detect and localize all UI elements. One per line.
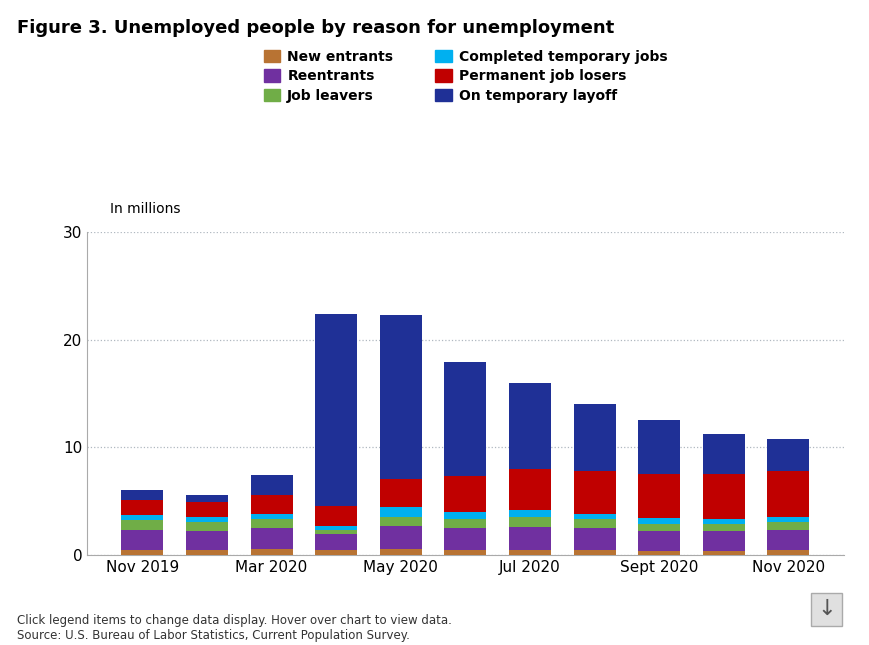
Bar (122, 530, 163, 550)
Bar (444, 362, 486, 476)
Bar (122, 490, 163, 500)
Bar (444, 511, 486, 519)
Bar (315, 550, 357, 555)
Bar (702, 531, 744, 551)
Bar (380, 526, 421, 550)
Bar (186, 502, 228, 517)
Bar (122, 550, 163, 555)
Bar (315, 534, 357, 550)
Bar (250, 495, 292, 514)
Bar (508, 510, 550, 517)
Bar (186, 531, 228, 550)
Bar (508, 469, 550, 510)
Bar (508, 527, 550, 550)
Bar (702, 524, 744, 531)
Bar (250, 514, 292, 519)
Bar (444, 476, 486, 511)
Bar (380, 508, 421, 517)
Bar (186, 495, 228, 502)
Bar (444, 519, 486, 528)
Text: Click legend items to change data display. Hover over chart to view data.
Source: Click legend items to change data displa… (17, 614, 452, 642)
Bar (766, 522, 808, 530)
Text: ↓: ↓ (816, 599, 835, 619)
Bar (250, 519, 292, 528)
Bar (250, 475, 292, 495)
Bar (122, 515, 163, 521)
Bar (573, 519, 615, 528)
Bar (638, 421, 680, 474)
Bar (573, 550, 615, 555)
Bar (508, 550, 550, 555)
Bar (186, 522, 228, 531)
Bar (380, 315, 421, 479)
Bar (702, 519, 744, 524)
Bar (444, 528, 486, 550)
Bar (573, 471, 615, 514)
Bar (638, 518, 680, 524)
Bar (380, 517, 421, 526)
Bar (315, 526, 357, 530)
Bar (573, 528, 615, 550)
Bar (315, 530, 357, 534)
Bar (315, 506, 357, 526)
Bar (766, 439, 808, 471)
Bar (250, 528, 292, 550)
Bar (766, 471, 808, 517)
Bar (122, 500, 163, 515)
Bar (315, 314, 357, 506)
Bar (444, 550, 486, 555)
Bar (638, 524, 680, 531)
Bar (766, 550, 808, 555)
Text: In millions: In millions (110, 202, 181, 216)
Bar (702, 434, 744, 474)
Bar (573, 514, 615, 519)
Bar (122, 521, 163, 530)
Bar (638, 551, 680, 555)
Bar (702, 551, 744, 555)
Bar (380, 550, 421, 555)
Bar (766, 530, 808, 550)
Bar (186, 517, 228, 522)
Bar (702, 474, 744, 519)
Bar (508, 517, 550, 527)
Bar (380, 479, 421, 508)
Bar (250, 550, 292, 555)
Bar (508, 382, 550, 469)
Bar (573, 404, 615, 471)
Bar (638, 531, 680, 551)
Legend: New entrants, Reentrants, Job leavers, Completed temporary jobs, Permanent job l: New entrants, Reentrants, Job leavers, C… (263, 50, 667, 103)
Bar (766, 517, 808, 522)
Bar (186, 550, 228, 555)
Bar (638, 474, 680, 518)
Text: Figure 3. Unemployed people by reason for unemployment: Figure 3. Unemployed people by reason fo… (17, 19, 614, 37)
